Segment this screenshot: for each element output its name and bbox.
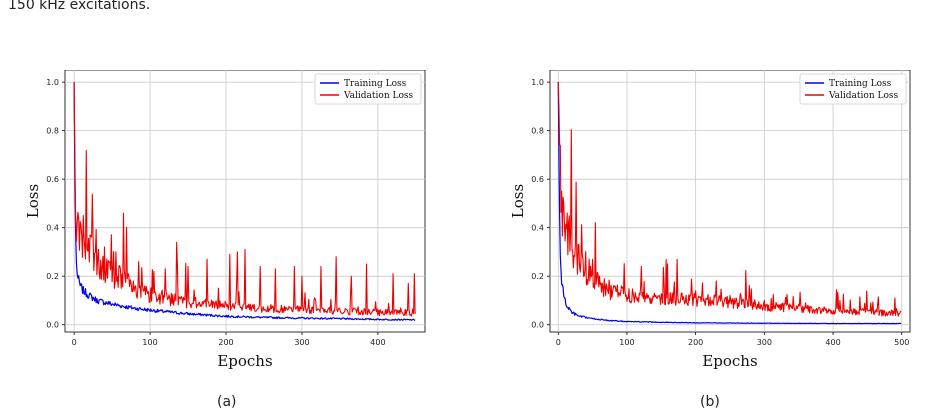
x-axis-title: Epochs xyxy=(702,352,757,370)
y-tick-label: 0.2 xyxy=(46,272,59,281)
training-loss-line xyxy=(557,82,902,325)
y-tick-label: 0.8 xyxy=(531,127,544,136)
legend-entry: Validation Loss xyxy=(828,91,899,101)
x-tick-label: 300 xyxy=(294,338,309,347)
y-tick-label: 0.6 xyxy=(531,175,544,184)
chart-b: 0 100 200 300 400 500 0.0 0.2 0.4 0.6 0.8 1.0 Traini… xyxy=(509,70,911,370)
validation-loss-line xyxy=(73,82,416,317)
subfigure-label-a: (a) xyxy=(217,394,237,410)
y-tick-label: 1.0 xyxy=(531,78,544,87)
x-tick-label: 100 xyxy=(142,338,157,347)
x-tick-label: 400 xyxy=(825,338,840,347)
training-loss-line xyxy=(73,82,416,321)
y-tick-label: 0.4 xyxy=(531,224,544,233)
caption-line-2: 150 kHz excitations. xyxy=(8,0,151,13)
validation-loss-line xyxy=(557,82,902,317)
legend-box xyxy=(799,73,907,105)
subfigure-label-b: (b) xyxy=(700,394,720,410)
plot-frame xyxy=(64,70,426,333)
legend-entry: Training Loss xyxy=(829,79,892,89)
legend: Training Loss Validation Loss xyxy=(314,73,422,105)
y-tick-label: 0.8 xyxy=(46,127,59,136)
y-axis-title: Loss xyxy=(509,184,527,218)
x-tick-label: 400 xyxy=(370,338,385,347)
x-tick-label: 0 xyxy=(556,338,561,347)
y-tick-label: 0.4 xyxy=(46,224,59,233)
legend-box xyxy=(314,73,422,105)
y-axis-title: Loss xyxy=(24,184,42,218)
chart-a: 0 100 200 300 400 0.0 0.2 0.4 0.6 0.8 1.0 Training … xyxy=(24,70,426,370)
legend-entry: Training Loss xyxy=(344,79,407,89)
y-tick-label: 1.0 xyxy=(46,78,59,87)
x-tick-label: 100 xyxy=(619,338,634,347)
legend: Training Loss Validation Loss xyxy=(799,73,907,105)
x-tick-label: 300 xyxy=(757,338,772,347)
figure-caption: 150 kHz excitations. xyxy=(8,0,932,15)
x-axis-title: Epochs xyxy=(217,352,272,370)
x-tick-label: 0 xyxy=(72,338,77,347)
legend-entry: Validation Loss xyxy=(343,91,414,101)
x-tick-label: 500 xyxy=(894,338,909,347)
y-tick-label: 0.2 xyxy=(531,272,544,281)
y-tick-label: 0.0 xyxy=(531,321,544,330)
x-tick-label: 200 xyxy=(688,338,703,347)
y-tick-label: 0.6 xyxy=(46,175,59,184)
y-tick-label: 0.0 xyxy=(46,321,59,330)
x-tick-label: 200 xyxy=(218,338,233,347)
